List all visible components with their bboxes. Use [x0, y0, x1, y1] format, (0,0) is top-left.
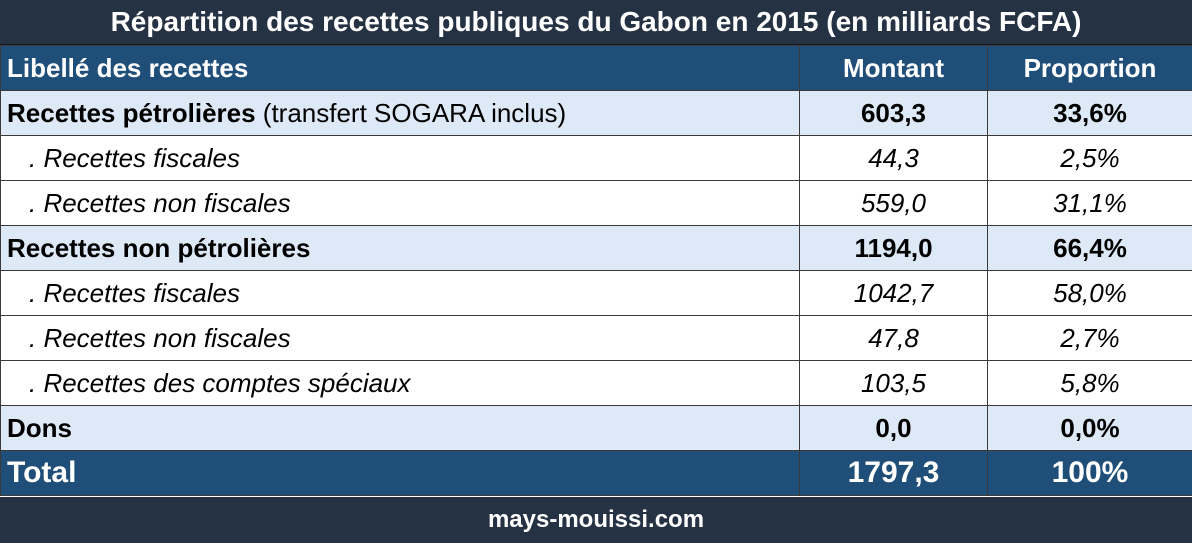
row-amount: 44,3	[799, 135, 988, 181]
total-row: Total 1797,3 100%	[0, 450, 1192, 496]
row-share: 66,4%	[987, 225, 1192, 271]
row-amount: 603,3	[799, 90, 988, 136]
total-label: Total	[0, 450, 800, 496]
row-amount: 47,8	[799, 315, 988, 361]
row-label-text: Recettes pétrolières	[7, 97, 256, 128]
table-row: . Recettes non fiscales 47,8 2,7%	[0, 315, 1192, 361]
row-share: 31,1%	[987, 180, 1192, 226]
table-row: . Recettes fiscales 1042,7 58,0%	[0, 270, 1192, 316]
table-row-non-oil-revenue: Recettes non pétrolières 1194,0 66,4%	[0, 225, 1192, 271]
row-amount: 1194,0	[799, 225, 988, 271]
table-row: . Recettes fiscales 44,3 2,5%	[0, 135, 1192, 181]
source-footer: mays-mouissi.com	[0, 497, 1192, 543]
table-row: . Recettes non fiscales 559,0 31,1%	[0, 180, 1192, 226]
total-amount: 1797,3	[799, 450, 988, 496]
row-label: . Recettes fiscales	[0, 270, 800, 316]
row-label-note: (transfert SOGARA inclus)	[255, 97, 567, 128]
header-row: Libellé des recettes Montant Proportion	[0, 45, 1192, 91]
header-label: Libellé des recettes	[0, 45, 800, 91]
row-label: Dons	[0, 405, 800, 451]
row-share: 58,0%	[987, 270, 1192, 316]
row-label: . Recettes non fiscales	[0, 315, 800, 361]
row-label: . Recettes non fiscales	[0, 180, 800, 226]
row-amount: 103,5	[799, 360, 988, 406]
row-share: 33,6%	[987, 90, 1192, 136]
row-label: . Recettes fiscales	[0, 135, 800, 181]
table-title: Répartition des recettes publiques du Ga…	[0, 0, 1192, 45]
row-share: 2,7%	[987, 315, 1192, 361]
row-share: 2,5%	[987, 135, 1192, 181]
row-share: 0,0%	[987, 405, 1192, 451]
row-amount: 559,0	[799, 180, 988, 226]
row-amount: 1042,7	[799, 270, 988, 316]
row-share: 5,8%	[987, 360, 1192, 406]
header-amount: Montant	[799, 45, 988, 91]
row-label: Recettes non pétrolières	[0, 225, 800, 271]
total-share: 100%	[987, 450, 1192, 496]
revenue-table: Libellé des recettes Montant Proportion …	[0, 45, 1192, 496]
row-label: Recettes pétrolières (transfert SOGARA i…	[0, 90, 800, 136]
table-row-donations: Dons 0,0 0,0%	[0, 405, 1192, 451]
row-amount: 0,0	[799, 405, 988, 451]
table-row: . Recettes des comptes spéciaux 103,5 5,…	[0, 360, 1192, 406]
table-row-oil-revenue: Recettes pétrolières (transfert SOGARA i…	[0, 90, 1192, 136]
row-label: . Recettes des comptes spéciaux	[0, 360, 800, 406]
header-share: Proportion	[987, 45, 1192, 91]
